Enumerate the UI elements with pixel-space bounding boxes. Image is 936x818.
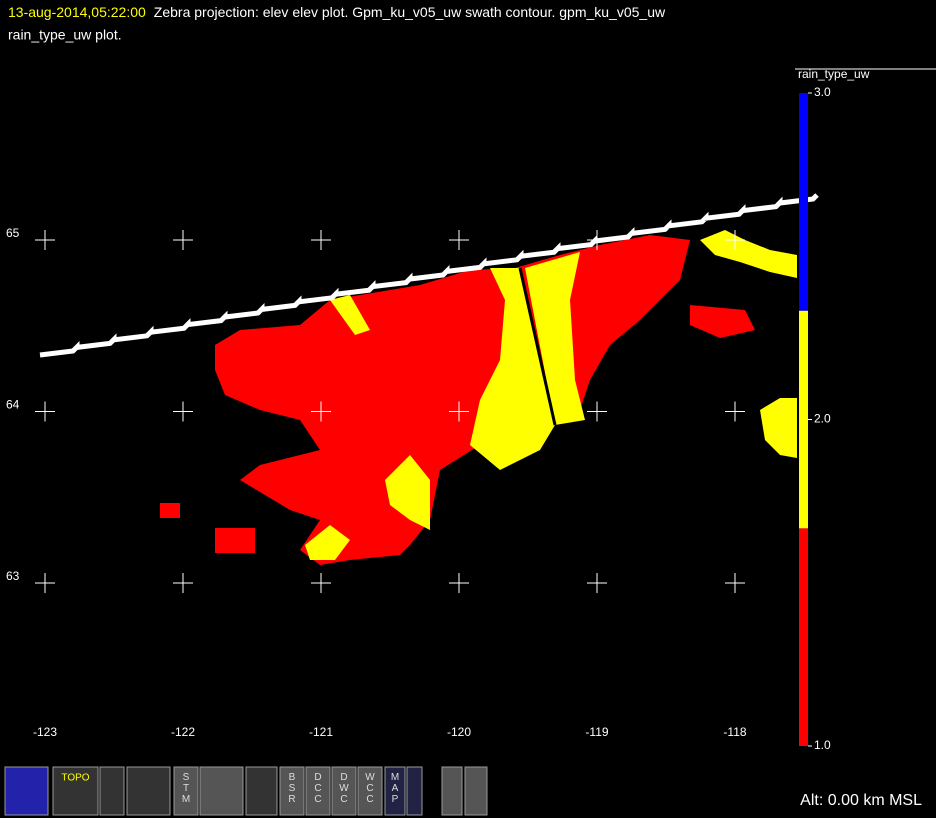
toolbar-button[interactable] bbox=[173, 766, 199, 816]
rain-yellow bbox=[760, 398, 797, 458]
toolbar-button[interactable] bbox=[384, 766, 406, 816]
toolbar-label: MAP bbox=[390, 772, 401, 805]
rain-yellow bbox=[470, 268, 555, 470]
toolbar-label: DWC bbox=[338, 772, 349, 805]
colorbar-segment bbox=[799, 93, 808, 311]
rain-red bbox=[160, 503, 180, 518]
rain-red bbox=[690, 305, 755, 338]
toolbar-button[interactable] bbox=[406, 766, 423, 816]
toolbar-label: STM bbox=[181, 772, 192, 805]
toolbar-label: BSR bbox=[287, 772, 298, 805]
header-time: 13-aug-2014,05:22:00 bbox=[8, 4, 146, 20]
toolbar-button[interactable] bbox=[331, 766, 357, 816]
map-layer bbox=[160, 230, 797, 565]
toolbar-button[interactable] bbox=[126, 766, 171, 816]
toolbar-button[interactable] bbox=[245, 766, 278, 816]
rain-red bbox=[215, 528, 255, 553]
colorbar-tick-label: 3.0 bbox=[814, 85, 831, 99]
toolbar-label: WCC bbox=[364, 772, 375, 805]
swath-edge bbox=[39, 193, 819, 358]
rain-yellow bbox=[385, 455, 430, 530]
lon-label: -118 bbox=[723, 725, 746, 739]
colorbar-segment bbox=[799, 528, 808, 746]
colorbar-segment bbox=[799, 310, 808, 529]
rain-red bbox=[215, 235, 690, 565]
lat-label: 64 bbox=[6, 398, 20, 412]
toolbar-button[interactable] bbox=[199, 766, 244, 816]
header-line-1: 13-aug-2014,05:22:00 Zebra projection: el… bbox=[8, 4, 666, 20]
colorbar-tick-label: 2.0 bbox=[814, 412, 831, 426]
lat-label: 63 bbox=[6, 569, 20, 583]
toolbar-button[interactable] bbox=[279, 766, 305, 816]
toolbar-button[interactable] bbox=[4, 766, 49, 816]
status-altitude: Alt: 0.00 km MSL bbox=[800, 792, 922, 809]
lon-label: -123 bbox=[33, 725, 57, 739]
header-line-2: rain_type_uw plot. bbox=[8, 27, 122, 43]
rain-yellow bbox=[700, 230, 797, 278]
toolbar-button[interactable] bbox=[305, 766, 331, 816]
toolbar-button[interactable] bbox=[357, 766, 383, 816]
toolbar-button[interactable] bbox=[52, 766, 99, 816]
toolbar-button[interactable] bbox=[99, 766, 125, 816]
toolbar-button[interactable] bbox=[464, 766, 488, 816]
toolbar: TOPO STM BSR DCC DWC WCC MAP bbox=[4, 766, 488, 816]
lon-label: -121 bbox=[309, 725, 333, 739]
lon-label: -120 bbox=[447, 725, 471, 739]
swath-divider bbox=[518, 267, 557, 426]
rain-yellow bbox=[305, 525, 350, 560]
lat-label: 65 bbox=[6, 226, 20, 240]
toolbar-button[interactable] bbox=[441, 766, 463, 816]
header-text: Zebra projection: elev elev plot. Gpm_ku… bbox=[154, 4, 666, 20]
lon-label: -119 bbox=[585, 725, 608, 739]
colorbar-title: rain_type_uw bbox=[798, 67, 870, 81]
lon-label: -122 bbox=[171, 725, 195, 739]
rain-yellow bbox=[525, 252, 585, 425]
toolbar-label: TOPO bbox=[61, 773, 89, 784]
toolbar-label: DCC bbox=[313, 772, 324, 805]
rain-yellow bbox=[330, 295, 370, 335]
colorbar-tick-label: 1.0 bbox=[814, 738, 831, 752]
